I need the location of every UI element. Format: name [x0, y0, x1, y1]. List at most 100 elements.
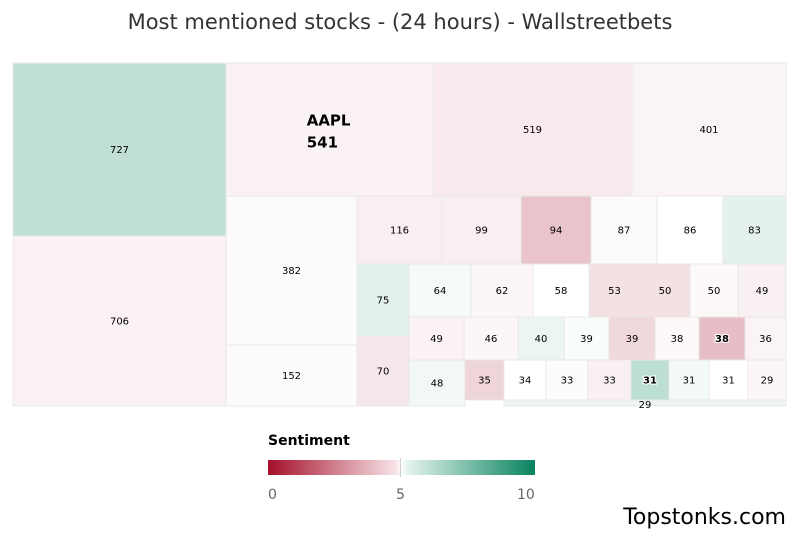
treemap-cell-10: 87 — [590, 195, 658, 265]
treemap-cell-value: 36 — [759, 334, 772, 345]
treemap-cell-value: 75 — [377, 296, 390, 307]
treemap-cell-28: 38 — [654, 316, 700, 361]
treemap-cell-25: 40 — [517, 316, 565, 361]
treemap-cell-value: 83 — [748, 226, 761, 237]
treemap-cell-7: 116 — [356, 195, 443, 265]
treemap-cell-36: 31 — [668, 359, 710, 401]
treemap-cell-value: 53 — [608, 286, 621, 297]
treemap-cell-22: 49 — [408, 316, 465, 361]
treemap-cell-27: 39 — [608, 316, 656, 361]
treemap-cell-rect — [408, 263, 472, 318]
treemap-cell-value: 519 — [523, 125, 542, 136]
treemap-cell-value: 86 — [684, 226, 697, 237]
treemap-cell-16: 62 — [470, 263, 534, 318]
treemap-cell-20: 50 — [689, 263, 739, 318]
treemap-cell-rect — [503, 399, 787, 407]
treemap-cell-value: 706 — [110, 317, 129, 328]
treemap-cell-34: 33 — [587, 359, 632, 401]
treemap-cell-rect — [225, 344, 358, 407]
treemap-chart: 727 706 AAPL 541 519 401 382 152 116 99 94 87 86 83 75… — [12, 62, 787, 411]
treemap-cell-12: 83 — [722, 195, 787, 265]
chart-title: Most mentioned stocks - (24 hours) - Wal… — [127, 10, 673, 34]
treemap-cell-value: 727 — [110, 145, 129, 156]
treemap-cell-value: 49 — [756, 286, 769, 297]
treemap-cell-21: 49 — [737, 263, 787, 318]
treemap-cell-5: 382 — [225, 195, 358, 346]
treemap-cell-rect — [520, 195, 592, 265]
treemap-cell-value: 40 — [535, 334, 548, 345]
treemap-cell-29: 38 — [698, 316, 746, 361]
treemap-cell-value: 31 — [722, 376, 735, 387]
treemap-cell-rect — [12, 235, 227, 407]
treemap-cell-rect — [708, 359, 749, 401]
treemap-cell-37: 31 — [708, 359, 749, 401]
legend-tick-10: 10 — [517, 487, 535, 503]
treemap-cell-rect — [722, 195, 787, 265]
treemap-cell-value: 541 — [307, 134, 338, 152]
treemap-cell-rect — [356, 195, 443, 265]
treemap-cell-rect — [588, 263, 641, 318]
treemap-cell-19: 50 — [639, 263, 691, 318]
treemap-cell-23: 48 — [408, 359, 466, 407]
treemap-cell-rect — [698, 316, 746, 361]
brand-watermark: Topstonks.com — [623, 505, 786, 530]
treemap-cell-rect — [656, 195, 724, 265]
treemap-cell-rect — [689, 263, 739, 318]
treemap-cell-rect — [532, 263, 590, 318]
treemap-cell-8: 99 — [441, 195, 522, 265]
treemap-cell-rect — [356, 263, 410, 337]
treemap-cell-rect — [225, 62, 434, 197]
treemap-cell-0: 727 — [12, 62, 227, 237]
treemap-cell-value: 31 — [683, 376, 696, 387]
treemap-cell-6: 152 — [225, 344, 358, 407]
treemap-cell-31: 35 — [464, 359, 505, 401]
treemap-cell-rect — [356, 335, 410, 407]
treemap-cell-value: 29 — [639, 400, 652, 411]
treemap-cell-2: AAPL 541 — [225, 62, 434, 197]
treemap-cell-value: 29 — [761, 376, 774, 387]
treemap-cell-4: 401 — [631, 62, 787, 197]
treemap-cell-value: 46 — [485, 334, 498, 345]
treemap-cell-rect — [441, 195, 522, 265]
treemap-cell-value: 62 — [496, 286, 509, 297]
treemap-cell-value: 50 — [708, 286, 721, 297]
treemap-cell-26: 39 — [563, 316, 610, 361]
treemap-cell-35: 31 — [630, 359, 670, 401]
treemap-cell-rect — [747, 359, 787, 401]
treemap-cell-1: 706 — [12, 235, 227, 407]
legend-mid-marker — [400, 458, 401, 477]
treemap-cell-value: 70 — [377, 367, 390, 378]
treemap-cell-11: 86 — [656, 195, 724, 265]
treemap-cell-value: 33 — [603, 376, 616, 387]
treemap-cell-value: 152 — [282, 371, 301, 382]
treemap-cell-3: 519 — [432, 62, 633, 197]
treemap-cell-value: 87 — [618, 226, 631, 237]
treemap-cell-value: 64 — [434, 286, 447, 297]
treemap-cell-rect — [744, 316, 787, 361]
legend-tick-0: 0 — [268, 487, 277, 503]
treemap-cell-value: 116 — [390, 226, 409, 237]
treemap-cell-rect — [408, 359, 466, 407]
legend-title: Sentiment — [268, 433, 350, 449]
treemap-cell-value: 39 — [626, 334, 639, 345]
treemap-cell-value: 99 — [475, 226, 488, 237]
treemap-cell-17: 58 — [532, 263, 590, 318]
treemap-cell-30: 36 — [744, 316, 787, 361]
treemap-cell-value: 48 — [431, 379, 444, 390]
treemap-cell-value: 58 — [555, 286, 568, 297]
treemap-cell-rect — [432, 62, 633, 197]
treemap-cell-value: 50 — [659, 286, 672, 297]
treemap-cell-39: 29 — [503, 399, 787, 411]
treemap-cell-rect — [470, 263, 534, 318]
treemap-cell-33: 33 — [545, 359, 589, 401]
treemap-cell-value: 33 — [561, 376, 574, 387]
treemap-cell-24: 46 — [463, 316, 519, 361]
treemap-cell-value: 94 — [550, 226, 563, 237]
treemap-cell-rect — [737, 263, 787, 318]
treemap-cell-label: AAPL — [307, 112, 351, 130]
treemap-cell-value: 49 — [430, 334, 443, 345]
treemap-cell-value: 38 — [715, 334, 729, 345]
treemap-cell-rect — [517, 316, 565, 361]
treemap-cell-14: 70 — [356, 335, 410, 407]
treemap-cell-value: 35 — [478, 376, 491, 387]
